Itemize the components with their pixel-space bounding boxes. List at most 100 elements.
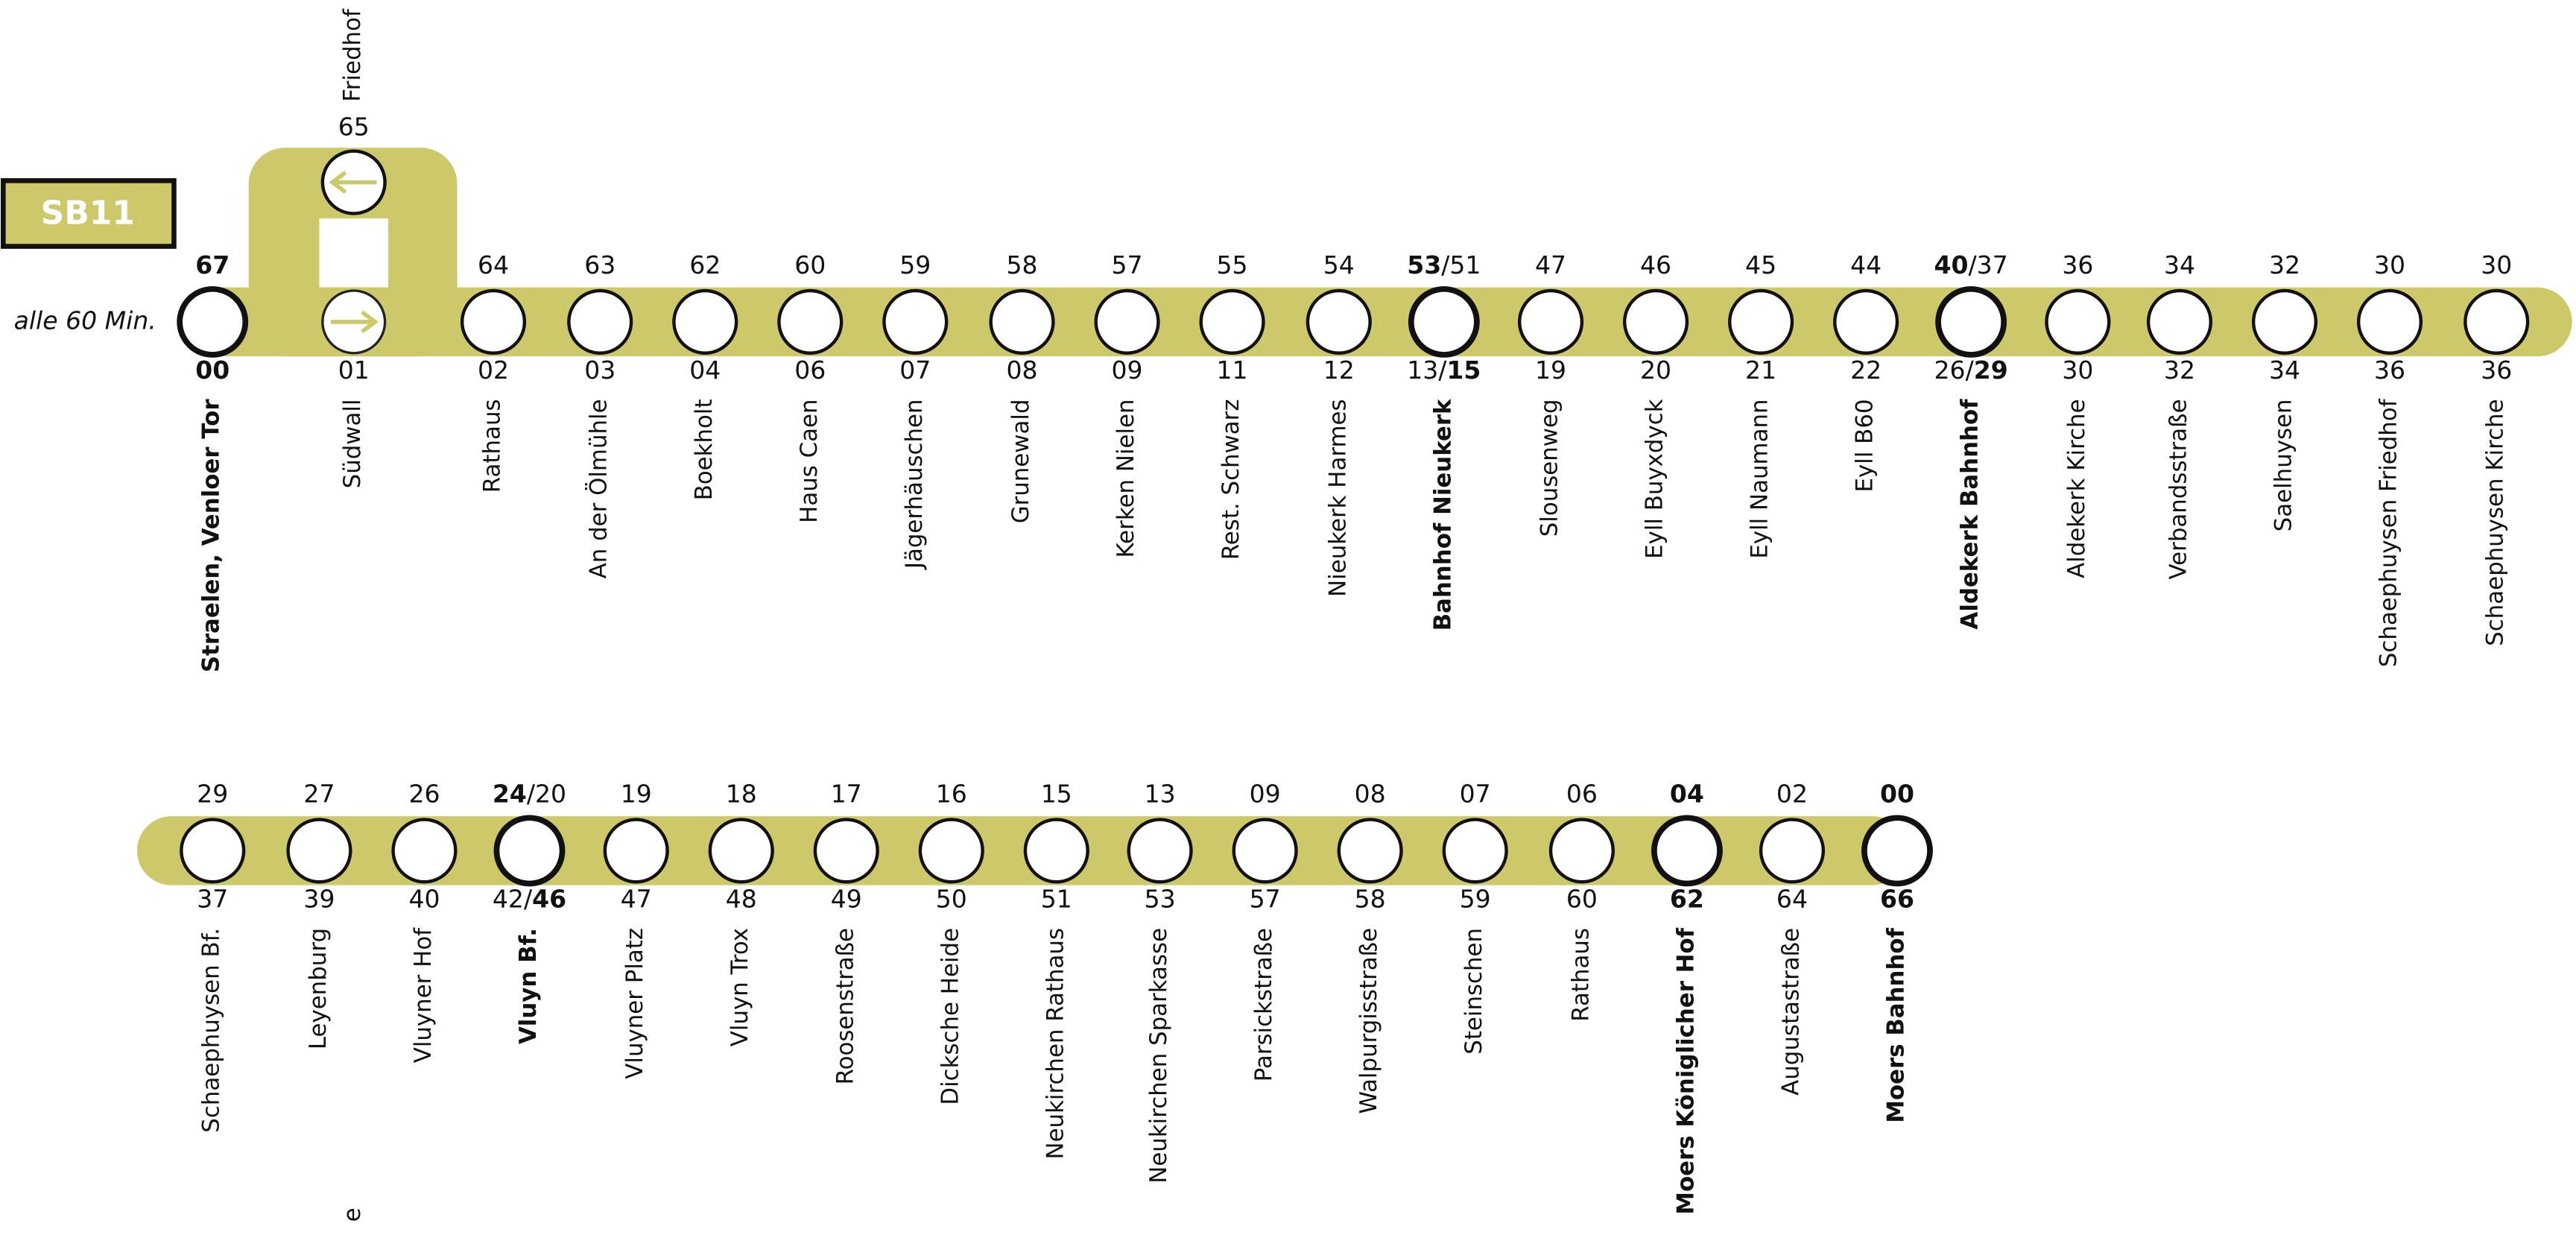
stop-circle <box>918 818 984 884</box>
stop-time: 08 <box>1355 779 1386 808</box>
frequency: alle 60 Min. <box>14 306 156 335</box>
time-part: 44 <box>1850 250 1882 279</box>
stop-name: Roosenstraße <box>832 928 858 1084</box>
stop-time: 20 <box>1640 355 1671 384</box>
stop-time: 58 <box>1355 884 1386 913</box>
stop-name: Verbandsstraße <box>2165 399 2192 579</box>
stop-time: 07 <box>1460 779 1491 808</box>
time-part: 47 <box>1535 250 1566 279</box>
stop-circle <box>1935 285 2007 358</box>
stop-circle <box>882 288 949 355</box>
stop-time: 49 <box>831 884 862 913</box>
stop-name: Slousenweg <box>1537 399 1563 537</box>
stop-name: Schaephuysen Bf. <box>198 928 225 1133</box>
stop-name: Vluyner Hof <box>410 927 437 1063</box>
stop-name: Dicksche Heide <box>937 928 963 1105</box>
branch-gap <box>319 218 389 288</box>
time-part: 30 <box>2374 250 2405 279</box>
time-part: 64 <box>1776 884 1808 913</box>
stop-time: 07 <box>899 355 931 384</box>
stop-circle <box>1833 288 1899 355</box>
stop-circle <box>286 818 352 884</box>
time-part: 04 <box>1670 779 1704 808</box>
time-part: 49 <box>831 884 862 913</box>
stop-name: Grunewald <box>1007 399 1034 523</box>
time-part: 51 <box>1041 884 1072 913</box>
time-part: 59 <box>899 250 931 279</box>
stop-time: 24/20 <box>493 779 566 808</box>
time-part: 32 <box>2164 355 2195 384</box>
stop-time: 32 <box>2164 355 2195 384</box>
time-part: 47 <box>621 884 652 913</box>
stop-circle <box>493 815 566 887</box>
stop-time: 19 <box>621 779 652 808</box>
time-part: 63 <box>584 250 615 279</box>
stop-time: 06 <box>794 355 826 384</box>
stop-circle <box>708 818 774 884</box>
stop-circle <box>180 818 246 884</box>
stop-time: 67 <box>195 250 230 279</box>
stop-circle <box>460 288 527 355</box>
time-part: 19 <box>1535 355 1566 384</box>
time-part: 04 <box>689 355 721 384</box>
time-part: 16 <box>936 779 967 808</box>
stop-time: 34 <box>2164 250 2195 279</box>
stop-time: 08 <box>1007 355 1038 384</box>
stop-time: 18 <box>726 779 757 808</box>
stop-name: Moers Königlicher Hof <box>1672 927 1699 1214</box>
stop-time: 12 <box>1323 355 1355 384</box>
time-part: 29 <box>1974 355 2008 384</box>
time-part: 00 <box>195 355 230 384</box>
stop-name: Eyll B60 <box>1852 399 1879 492</box>
stop-name: Straelen, Venloer Tor <box>198 399 225 672</box>
stop-time: 02 <box>1776 779 1808 808</box>
stop-circle <box>1759 818 1826 884</box>
time-part: /37 <box>1969 250 2008 279</box>
stop-time: 40 <box>408 884 440 913</box>
stop-time: 48 <box>726 884 757 913</box>
stop-circle <box>2146 288 2213 355</box>
stop-name: Neukirchen Rathaus <box>1042 928 1069 1160</box>
stop-time: 57 <box>1112 250 1143 279</box>
stop-time: 64 <box>478 250 509 279</box>
stop-name: Steinschen <box>1461 928 1487 1055</box>
time-part: 37 <box>197 884 228 913</box>
stop-name: Schaephuysen Friedhof <box>2376 398 2402 667</box>
stop-time: 42/46 <box>493 884 566 913</box>
stop-name: An der Ölmühle <box>585 399 613 578</box>
time-part: /20 <box>527 779 566 808</box>
stop-circle <box>1517 288 1584 355</box>
time-part: 08 <box>1007 355 1038 384</box>
stop-name: Leyenburg <box>305 928 332 1049</box>
time-part: 62 <box>689 250 721 279</box>
stop-time: 09 <box>1250 779 1281 808</box>
time-part: 06 <box>794 355 826 384</box>
stop-time: 22 <box>1850 355 1882 384</box>
time-part: 02 <box>1776 779 1808 808</box>
time-part: 67 <box>195 250 230 279</box>
stop-name: Rathaus <box>479 399 506 493</box>
stop-time: 37 <box>197 884 228 913</box>
stop-name: Kerken Nielen <box>1113 399 1139 558</box>
stop-circle <box>1023 818 1089 884</box>
stop-circle <box>567 288 633 355</box>
time-part: 12 <box>1323 355 1355 384</box>
time-part: 42/ <box>493 884 533 913</box>
time-part: 07 <box>899 355 931 384</box>
stop-name: Vluyn Bf. <box>515 928 542 1044</box>
stop-name: Neukirchen Sparkasse <box>1145 928 1172 1184</box>
time-part: 19 <box>621 779 652 808</box>
time-part: 13 <box>1145 779 1176 808</box>
time-part: 53 <box>1407 250 1441 279</box>
stop-name: Boekholt <box>691 399 718 500</box>
time-part: 58 <box>1355 884 1386 913</box>
stop-circle <box>2251 288 2318 355</box>
stop-circle <box>2356 288 2423 355</box>
time-part: 62 <box>1670 884 1704 913</box>
time-part: 00 <box>1880 779 1914 808</box>
time-part: 60 <box>794 250 826 279</box>
stop-name: Vluyner Platz <box>621 928 648 1079</box>
stop-time: 39 <box>303 884 335 913</box>
time-part: 57 <box>1250 884 1281 913</box>
